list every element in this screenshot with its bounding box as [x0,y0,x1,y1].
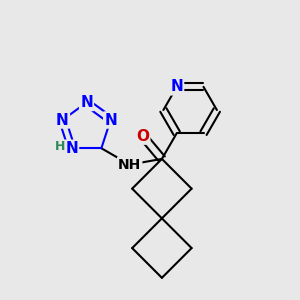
Text: O: O [136,129,149,144]
Text: NH: NH [118,158,141,172]
Text: N: N [65,141,78,156]
Text: N: N [80,95,93,110]
Text: N: N [56,112,69,128]
Text: N: N [170,79,183,94]
Text: N: N [104,112,117,128]
Text: H: H [55,140,65,153]
